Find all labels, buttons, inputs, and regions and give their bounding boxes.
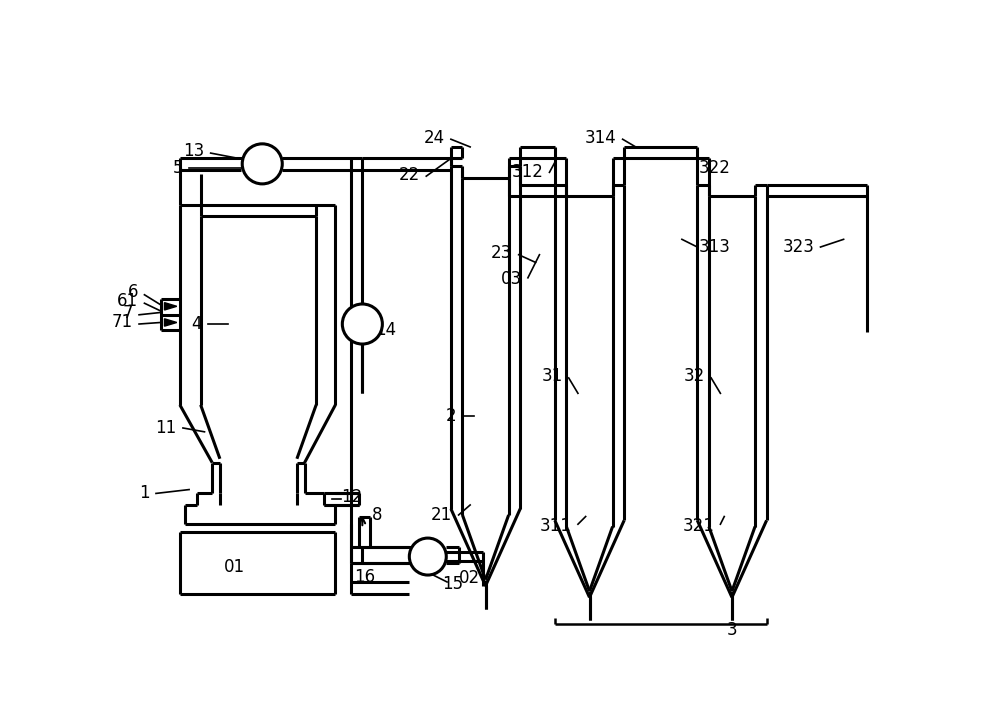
Text: 14: 14 [375, 321, 396, 339]
Text: 312: 312 [511, 164, 543, 181]
Circle shape [409, 538, 446, 575]
Text: 24: 24 [424, 129, 445, 146]
Text: 323: 323 [782, 238, 814, 256]
Text: 02: 02 [459, 569, 480, 587]
Text: 8: 8 [372, 506, 383, 524]
Text: 21: 21 [431, 506, 452, 524]
Circle shape [342, 304, 382, 344]
Text: 03: 03 [501, 270, 522, 289]
Text: 311: 311 [540, 517, 572, 535]
Text: 4: 4 [192, 315, 202, 333]
Circle shape [242, 144, 282, 184]
Text: 322: 322 [699, 159, 731, 178]
Text: 7: 7 [122, 304, 133, 322]
Text: 11: 11 [156, 419, 177, 437]
Text: 3: 3 [727, 621, 737, 638]
Text: 22: 22 [399, 166, 420, 183]
Text: 12: 12 [342, 488, 363, 506]
Text: 31: 31 [541, 368, 563, 385]
Text: 32: 32 [684, 368, 705, 385]
Text: 61: 61 [117, 292, 138, 310]
Polygon shape [164, 303, 177, 310]
Polygon shape [164, 319, 177, 326]
Text: 13: 13 [183, 141, 205, 160]
Text: 6: 6 [128, 283, 138, 301]
Text: 23: 23 [491, 244, 512, 262]
Text: 313: 313 [699, 238, 731, 256]
Text: 01: 01 [224, 557, 245, 576]
Text: 71: 71 [112, 314, 133, 331]
Text: 5: 5 [172, 159, 183, 178]
Text: 321: 321 [682, 517, 714, 535]
Text: 314: 314 [585, 129, 616, 146]
Text: 1: 1 [139, 484, 150, 503]
Text: 15: 15 [442, 575, 463, 593]
Text: 2: 2 [446, 407, 456, 425]
Text: 16: 16 [354, 567, 375, 586]
